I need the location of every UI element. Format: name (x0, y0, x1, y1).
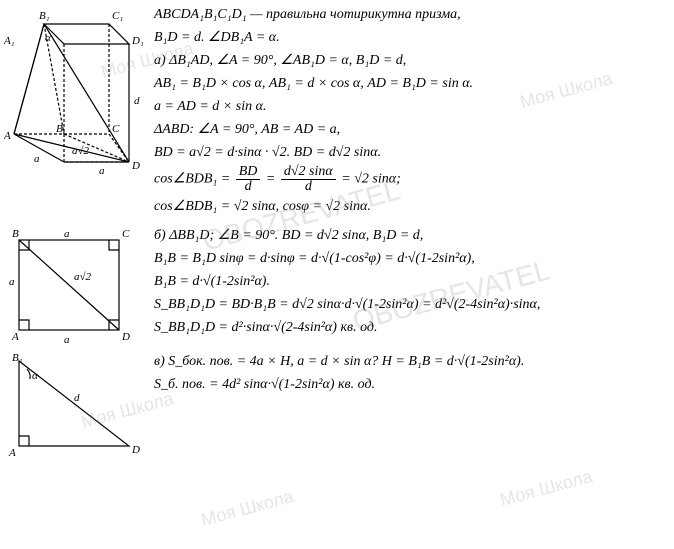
watermark: Моя Школа (498, 466, 595, 511)
text-part-b: б) ΔBB₁D; ∠B = 90°. BD = d√2 sinα, B₁D =… (154, 225, 670, 340)
svg-text:A₁: A₁ (4, 35, 15, 47)
intro-line-2: B₁D = d. ∠DB₁A = α. (154, 27, 670, 48)
b-line-3: B₁B = d·√(1-2sin²α). (154, 271, 670, 292)
prism-diagram: B₁ C₁ A₁ D₁ A C B D a a a√2 α d (4, 4, 144, 179)
svg-text:a√2: a√2 (74, 271, 92, 283)
svg-text:A: A (8, 447, 16, 459)
svg-text:a: a (64, 334, 70, 345)
a-line-7: cos∠BDB₁ = √2 sinα, cosφ = √2 sinα. (154, 196, 670, 217)
svg-text:a√2: a√2 (72, 145, 90, 157)
square-diagram: B C A D a a a a√2 (4, 225, 144, 345)
svg-text:B₁: B₁ (12, 352, 23, 364)
row-part-b: B C A D a a a a√2 б) ΔBB₁D; ∠B = 90°. BD… (4, 225, 670, 345)
row-part-c: B₁ A D d α d·cosα в) S_бок. пов. = 4a × … (4, 351, 670, 461)
text-part-c: в) S_бок. пов. = 4a × H, a = d × sin α? … (154, 351, 670, 397)
svg-text:d·cosα: d·cosα (4, 387, 7, 416)
text-part-a: ABCDA₁B₁C₁D₁ — правильна чотирикутна при… (154, 4, 670, 219)
a-line-4: ΔABD: ∠A = 90°, AB = AD = a, (154, 119, 670, 140)
a-line-1: а) ΔB₁AD, ∠A = 90°, ∠AB₁D = α, B₁D = d, (154, 50, 670, 71)
svg-text:A: A (4, 130, 11, 142)
svg-text:a: a (99, 165, 105, 177)
svg-text:D: D (131, 160, 140, 172)
svg-text:C₁: C₁ (112, 10, 123, 22)
svg-text:D: D (121, 331, 130, 343)
content-area: B₁ C₁ A₁ D₁ A C B D a a a√2 α d ABCDA₁B₁… (0, 0, 674, 471)
svg-text:D: D (131, 444, 140, 456)
a-line-6: cos∠BDB₁ = BDd = d√2 sinαd = √2 sinα; (154, 165, 670, 194)
svg-text:a: a (64, 228, 70, 240)
svg-text:B₁: B₁ (39, 10, 50, 22)
b-line-5: S_BB₁D₁D = d²·sinα·√(2-4sin²α) кв. од. (154, 317, 670, 338)
svg-text:a: a (34, 153, 40, 165)
b-line-4: S_BB₁D₁D = BD·B₁B = d√2 sinα·d·√(1-2sin²… (154, 294, 670, 315)
svg-text:B: B (56, 123, 63, 135)
svg-text:C: C (122, 228, 130, 240)
svg-text:D₁: D₁ (131, 35, 144, 47)
row-part-a: B₁ C₁ A₁ D₁ A C B D a a a√2 α d ABCDA₁B₁… (4, 4, 670, 219)
svg-text:B: B (12, 228, 19, 240)
svg-text:d: d (134, 95, 140, 107)
svg-text:C: C (112, 123, 120, 135)
c-line-1: в) S_бок. пов. = 4a × H, a = d × sin α? … (154, 351, 670, 372)
a-line-2: AB₁ = B₁D × cos α, AB₁ = d × cos α, AD =… (154, 73, 670, 94)
b-line-2: B₁B = B₁D sinφ = d·sinφ = d·√(1-cos²φ) =… (154, 248, 670, 269)
svg-text:d: d (74, 392, 80, 404)
intro-line-1: ABCDA₁B₁C₁D₁ — правильна чотирикутна при… (154, 4, 670, 25)
triangle-diagram: B₁ A D d α d·cosα (4, 351, 144, 461)
svg-text:α: α (32, 370, 38, 382)
svg-text:A: A (11, 331, 19, 343)
b-line-1: б) ΔBB₁D; ∠B = 90°. BD = d√2 sinα, B₁D =… (154, 225, 670, 246)
svg-text:a: a (9, 276, 15, 288)
watermark: Моя Школа (199, 486, 296, 531)
a-line-5: BD = a√2 = d·sinα · √2. BD = d√2 sinα. (154, 142, 670, 163)
a-line-3: a = AD = d × sin α. (154, 96, 670, 117)
svg-text:α: α (45, 32, 51, 44)
c-line-2: S_б. пов. = 4d² sinα·√(1-2sin²α) кв. од. (154, 374, 670, 395)
